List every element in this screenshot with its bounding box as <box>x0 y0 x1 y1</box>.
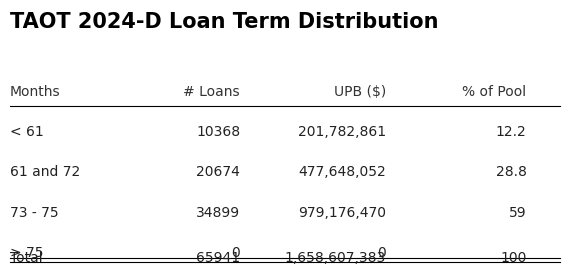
Text: 20674: 20674 <box>196 165 240 179</box>
Text: < 61: < 61 <box>10 125 43 139</box>
Text: > 75: > 75 <box>10 246 43 260</box>
Text: Months: Months <box>10 85 60 99</box>
Text: 10368: 10368 <box>196 125 240 139</box>
Text: Total: Total <box>10 251 42 265</box>
Text: 34899: 34899 <box>196 206 240 220</box>
Text: 201,782,861: 201,782,861 <box>298 125 386 139</box>
Text: # Loans: # Loans <box>184 85 240 99</box>
Text: 0: 0 <box>377 246 386 260</box>
Text: 61 and 72: 61 and 72 <box>10 165 80 179</box>
Text: 100: 100 <box>500 251 527 265</box>
Text: UPB ($): UPB ($) <box>334 85 386 99</box>
Text: 12.2: 12.2 <box>496 125 527 139</box>
Text: 65941: 65941 <box>196 251 240 265</box>
Text: 0: 0 <box>231 246 240 260</box>
Text: 73 - 75: 73 - 75 <box>10 206 58 220</box>
Text: 477,648,052: 477,648,052 <box>298 165 386 179</box>
Text: % of Pool: % of Pool <box>462 85 527 99</box>
Text: TAOT 2024-D Loan Term Distribution: TAOT 2024-D Loan Term Distribution <box>10 12 438 32</box>
Text: 979,176,470: 979,176,470 <box>298 206 386 220</box>
Text: 1,658,607,383: 1,658,607,383 <box>285 251 386 265</box>
Text: 59: 59 <box>509 206 527 220</box>
Text: 28.8: 28.8 <box>496 165 527 179</box>
